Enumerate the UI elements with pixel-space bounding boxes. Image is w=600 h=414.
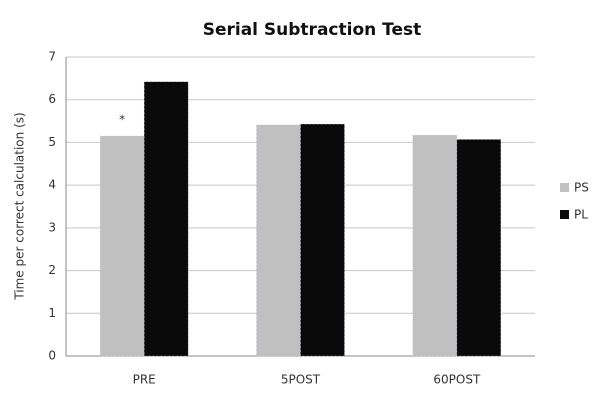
chart-title: Serial Subtraction Test <box>203 20 422 40</box>
bar <box>412 134 458 357</box>
y-tick-label: 1 <box>48 306 56 320</box>
y-tick-label: 4 <box>48 178 56 192</box>
legend-swatch <box>560 210 569 219</box>
y-tick-label: 0 <box>48 349 56 363</box>
legend-swatch <box>560 183 569 192</box>
y-tick-label: 3 <box>48 220 56 234</box>
y-tick-label: 5 <box>48 135 56 149</box>
bar <box>300 123 345 357</box>
y-tick-label: 6 <box>48 92 56 106</box>
annotation: * <box>119 113 125 127</box>
y-tick-label: 2 <box>48 263 56 277</box>
bar <box>256 124 301 357</box>
legend-label: PS <box>574 181 589 195</box>
x-tick-label: 5POST <box>281 373 321 387</box>
bar <box>99 135 145 357</box>
x-tick-label: 60POST <box>433 373 481 387</box>
legend-label: PL <box>574 208 588 222</box>
bar <box>143 81 189 357</box>
bar <box>456 139 502 357</box>
y-axis-label: Time per correct calculation (s) <box>13 112 27 300</box>
y-tick-label: 7 <box>48 50 56 64</box>
x-tick-label: PRE <box>133 373 156 387</box>
